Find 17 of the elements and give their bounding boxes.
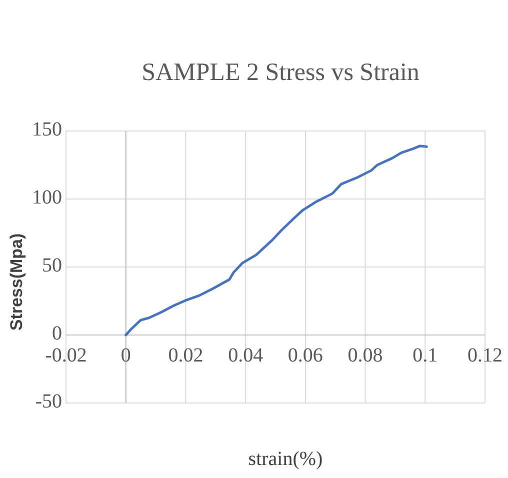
y-tick-label: 0: [52, 322, 62, 345]
line-series: [124, 144, 428, 336]
y-tick-label: 100: [32, 186, 62, 209]
x-tick-label: 0.08: [348, 344, 383, 367]
y-axis-title: Stress(Mpa): [7, 233, 26, 331]
x-axis-title: strain(%): [248, 448, 323, 470]
x-tick-label: 0.04: [228, 344, 264, 367]
y-tick-label: 150: [32, 118, 62, 141]
x-tick-label: 0.1: [412, 344, 438, 367]
chart-title: SAMPLE 2 Stress vs Strain: [142, 59, 420, 86]
x-tick-label: 0.12: [468, 344, 502, 367]
y-tick-label: -50: [35, 390, 62, 413]
y-tick-label: 50: [42, 254, 62, 277]
x-tick-label: -0.02: [45, 344, 87, 367]
x-tick-label: 0: [120, 344, 131, 367]
x-tick-label: 0.02: [168, 344, 204, 367]
x-tick-label: 0.06: [288, 344, 323, 367]
